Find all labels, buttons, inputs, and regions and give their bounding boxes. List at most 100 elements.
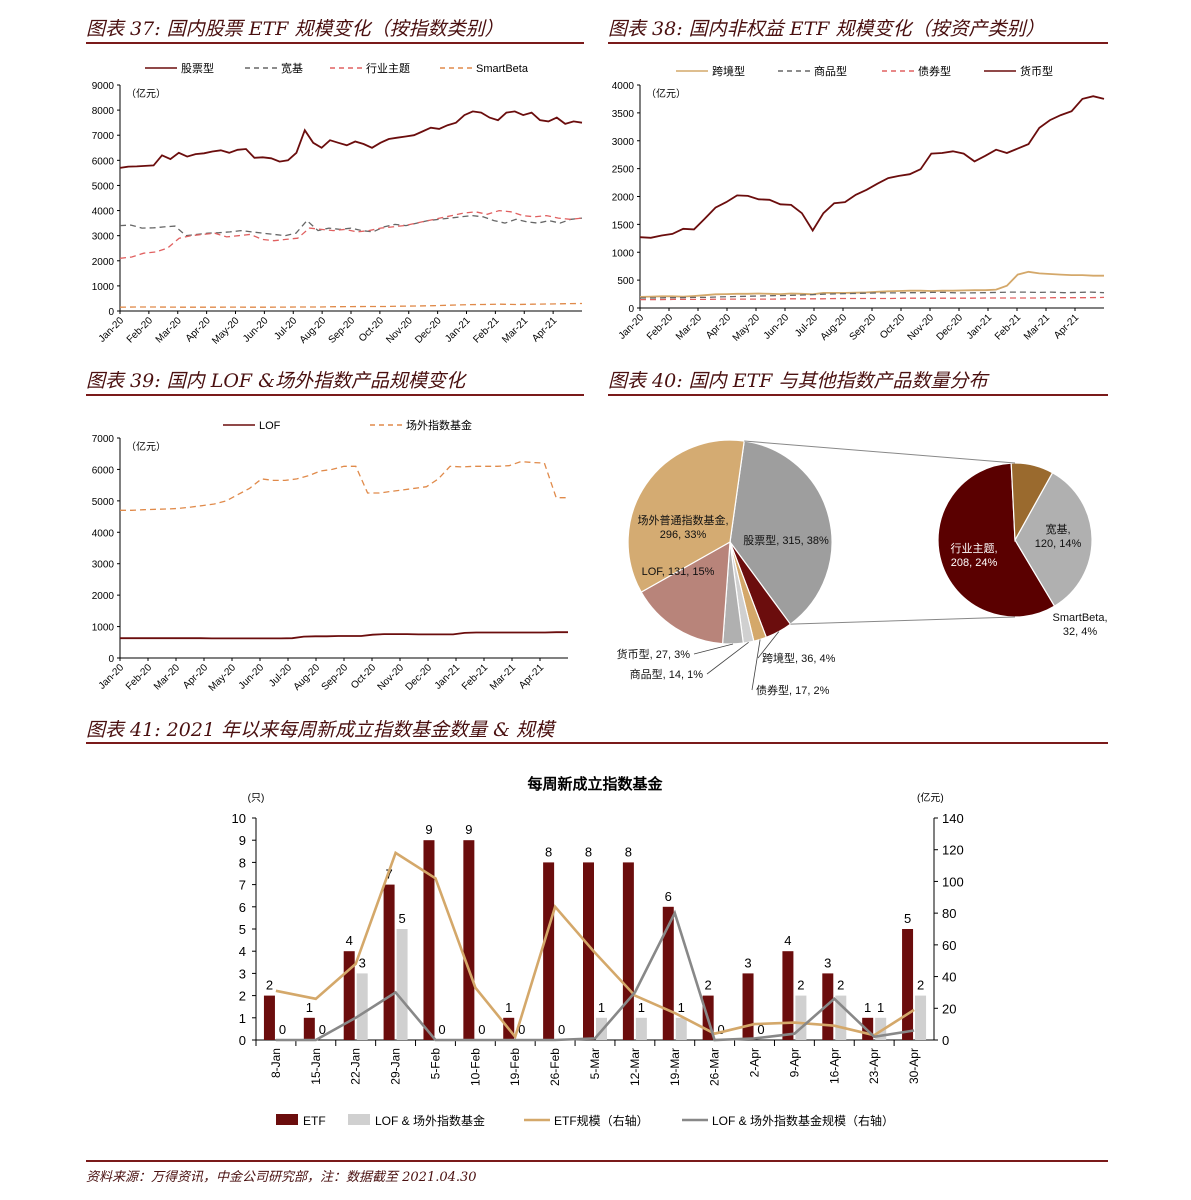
x-tick-label: Nov-20 [906, 312, 937, 343]
x-tick-label: Aug-20 [298, 315, 329, 346]
legend-label: LOF & 场外指数基金 [375, 1113, 485, 1128]
x-tick-label: 8-Jan [269, 1048, 283, 1078]
figure-39-title: 图表 39: 国内 LOF &场外指数产品规模变化 [86, 370, 466, 392]
y-tick-label: 7000 [92, 131, 115, 142]
y-tick-label: 0 [628, 304, 634, 315]
x-tick-label: Feb-21 [471, 315, 501, 345]
unit-label: （亿元） [646, 87, 686, 100]
y-right-tick-label: 120 [942, 843, 964, 858]
bar-value-label: 2 [705, 978, 712, 993]
pie-label: 208, 24% [951, 557, 998, 569]
x-tick-label: Oct-20 [349, 662, 378, 691]
y-tick-label: 500 [617, 276, 634, 287]
y-left-tick-label: 8 [239, 855, 246, 870]
x-tick-label: Jul-20 [272, 315, 299, 342]
bar-value-label: 8 [585, 844, 592, 859]
source-note: 资料来源：万得资讯，中金公司研究部，注：数据截至 2021.04.30 [86, 1170, 477, 1185]
series-line-LOF [120, 631, 568, 640]
bar-LOF & 场外指数基金 [675, 1017, 687, 1040]
bar-value-label: 1 [638, 1000, 645, 1015]
chart37: 0 1000 2000 3000 4000 5000 6000 7000 8000 9000 （亿元… [92, 61, 583, 347]
y-left-tick-label: 4 [239, 944, 246, 959]
bar-ETF [782, 951, 794, 1040]
leader-line [693, 643, 734, 655]
bar-value-label: 0 [319, 1022, 326, 1037]
legend-label: 债券型 [918, 64, 951, 78]
x-tick-label: Feb-21 [460, 662, 490, 692]
pie-label: 场外普通指数基金, [637, 513, 728, 527]
x-tick-label: Oct-20 [878, 312, 907, 341]
x-tick-label: Aug-20 [819, 312, 850, 343]
y-tick-label: 9000 [92, 81, 115, 92]
y-tick-label: 0 [108, 307, 114, 318]
bar-ETF [742, 973, 754, 1040]
bar-ETF [343, 951, 355, 1040]
x-tick-label: Feb-20 [124, 662, 154, 692]
series-line-债券型 [640, 296, 1105, 301]
x-tick-label: Aug-20 [292, 662, 323, 693]
y-tick-label: 3500 [612, 109, 635, 120]
legend-label: LOF [259, 420, 281, 432]
y-right-tick-label: 60 [942, 938, 956, 953]
pie-label: 行业主题, [950, 542, 997, 555]
bar-value-label: 3 [824, 955, 831, 970]
series-line-宽基 [119, 214, 583, 237]
bar-value-label: 0 [279, 1022, 286, 1037]
pie-label: 债券型, 17, 2% [756, 683, 830, 697]
chart-title: 每周新成立指数基金 [527, 775, 663, 793]
y-tick-label: 1000 [92, 282, 115, 293]
left-axis-unit: (只) [248, 793, 265, 804]
x-tick-label: Apr-21 [517, 662, 546, 691]
y-right-tick-label: 40 [942, 970, 956, 985]
y-left-tick-label: 1 [239, 1011, 246, 1026]
figure-37-rule [86, 42, 584, 44]
x-tick-label: 5-Feb [428, 1048, 442, 1080]
pie-label: 296, 33% [660, 529, 707, 541]
x-tick-label: Jun-20 [241, 315, 271, 345]
bar-value-label: 0 [478, 1022, 485, 1037]
x-tick-label: Nov-20 [384, 315, 415, 346]
x-tick-label: Jun-20 [237, 662, 267, 692]
series-line-股票型 [119, 110, 583, 169]
bar-value-label: 3 [744, 955, 751, 970]
figure-37-title: 图表 37: 国内股票 ETF 规模变化（按指数类别） [86, 18, 504, 40]
bar-ETF [423, 840, 435, 1040]
y-right-tick-label: 0 [942, 1033, 949, 1048]
line-LOF & 场外指数基金规模（右轴） [275, 909, 915, 1042]
pie-label: 货币型, 27, 3% [617, 647, 691, 661]
bar-ETF [622, 862, 634, 1040]
x-tick-label: Jan-20 [97, 315, 127, 345]
x-tick-label: Oct-20 [357, 315, 386, 344]
pie-slice-股票型 [729, 440, 833, 626]
x-tick-label: 30-Apr [907, 1048, 921, 1084]
y-right-tick-label: 100 [942, 874, 964, 889]
pie-label: LOF, 131, 15% [642, 566, 715, 578]
chart40: 股票型, 315, 38% 场外普通指数基金, 296, 33% LOF, 131, … [617, 439, 1108, 697]
x-tick-label: Jan-21 [433, 662, 463, 692]
bar-ETF [662, 906, 674, 1040]
y-tick-label: 6000 [92, 465, 115, 476]
x-tick-label: Jun-20 [762, 312, 792, 342]
pie-slice-LOF [640, 540, 731, 645]
series-line-跨境型 [639, 270, 1104, 298]
x-tick-label: 22-Jan [349, 1048, 363, 1085]
legend-label: 股票型 [181, 61, 214, 75]
x-tick-label: Apr-21 [1052, 312, 1081, 341]
y-tick-label: 2000 [92, 591, 115, 602]
bar-value-label: 2 [797, 978, 804, 993]
figure-38-title: 图表 38: 国内非权益 ETF 规模变化（按资产类别） [608, 18, 1045, 40]
x-tick-label: May-20 [210, 315, 242, 347]
y-left-tick-label: 6 [239, 900, 246, 915]
y-tick-label: 3000 [612, 137, 635, 148]
bar-value-label: 1 [306, 1000, 313, 1015]
y-left-tick-label: 5 [239, 922, 246, 937]
x-tick-label: Mar-20 [152, 662, 182, 692]
y-tick-label: 1000 [92, 623, 115, 634]
y-tick-label: 5000 [92, 181, 115, 192]
pie-label: 商品型, 14, 1% [630, 667, 704, 681]
x-tick-label: Sep-20 [320, 662, 351, 693]
y-tick-label: 2000 [92, 257, 115, 268]
x-tick-label: Jan-21 [443, 315, 473, 345]
pie-label: 股票型, 315, 38% [743, 533, 829, 547]
pie-label: SmartBeta, [1052, 612, 1107, 624]
